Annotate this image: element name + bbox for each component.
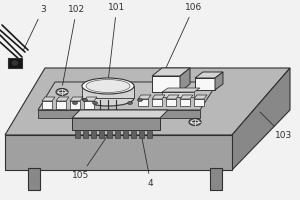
Ellipse shape xyxy=(82,98,88,102)
Polygon shape xyxy=(232,68,290,170)
Bar xyxy=(28,168,40,190)
Bar xyxy=(180,99,190,106)
Polygon shape xyxy=(162,88,200,92)
Polygon shape xyxy=(195,72,223,78)
Bar xyxy=(75,130,80,138)
Ellipse shape xyxy=(82,78,134,94)
Ellipse shape xyxy=(73,102,77,104)
Bar xyxy=(139,130,144,138)
Ellipse shape xyxy=(86,79,130,92)
Polygon shape xyxy=(5,68,290,135)
Bar xyxy=(56,101,66,109)
Bar xyxy=(8,58,22,68)
Polygon shape xyxy=(38,110,200,118)
Bar xyxy=(107,130,112,138)
Bar xyxy=(147,130,152,138)
Bar xyxy=(42,101,52,109)
Text: 103: 103 xyxy=(260,112,292,140)
Polygon shape xyxy=(84,97,97,101)
Bar xyxy=(162,92,194,97)
Bar xyxy=(210,168,222,190)
Polygon shape xyxy=(70,97,83,101)
Ellipse shape xyxy=(128,102,133,104)
Ellipse shape xyxy=(12,60,18,66)
Polygon shape xyxy=(194,95,207,99)
Polygon shape xyxy=(42,97,55,101)
Bar xyxy=(152,99,162,106)
Text: 105: 105 xyxy=(72,134,108,180)
Ellipse shape xyxy=(56,88,68,96)
Ellipse shape xyxy=(98,110,103,114)
Bar xyxy=(99,130,104,138)
Polygon shape xyxy=(56,97,69,101)
Bar xyxy=(194,99,204,106)
Bar xyxy=(115,130,120,138)
Ellipse shape xyxy=(106,110,110,114)
Bar xyxy=(166,99,176,106)
Bar xyxy=(72,118,160,130)
Polygon shape xyxy=(152,68,190,76)
Bar xyxy=(82,86,134,98)
Ellipse shape xyxy=(113,110,119,114)
Bar xyxy=(83,130,88,138)
Bar xyxy=(123,130,128,138)
Polygon shape xyxy=(180,95,193,99)
Text: 102: 102 xyxy=(62,5,85,85)
Polygon shape xyxy=(215,72,223,90)
Bar xyxy=(195,78,215,90)
Polygon shape xyxy=(5,135,232,170)
Ellipse shape xyxy=(58,90,65,94)
Bar xyxy=(152,76,180,92)
Text: 3: 3 xyxy=(23,5,46,50)
Ellipse shape xyxy=(137,98,142,102)
Bar xyxy=(91,130,96,138)
Text: 106: 106 xyxy=(166,3,202,67)
Bar xyxy=(84,101,94,109)
Text: 4: 4 xyxy=(140,131,154,188)
Polygon shape xyxy=(38,82,218,110)
Polygon shape xyxy=(152,95,165,99)
Ellipse shape xyxy=(191,120,199,124)
Bar xyxy=(138,99,148,106)
Ellipse shape xyxy=(82,90,134,106)
Text: 101: 101 xyxy=(108,3,125,79)
Bar xyxy=(70,101,80,109)
Polygon shape xyxy=(138,95,151,99)
Bar xyxy=(131,130,136,138)
Polygon shape xyxy=(72,110,168,118)
Polygon shape xyxy=(166,95,179,99)
Ellipse shape xyxy=(92,102,98,104)
Polygon shape xyxy=(180,68,190,92)
Ellipse shape xyxy=(189,118,201,126)
